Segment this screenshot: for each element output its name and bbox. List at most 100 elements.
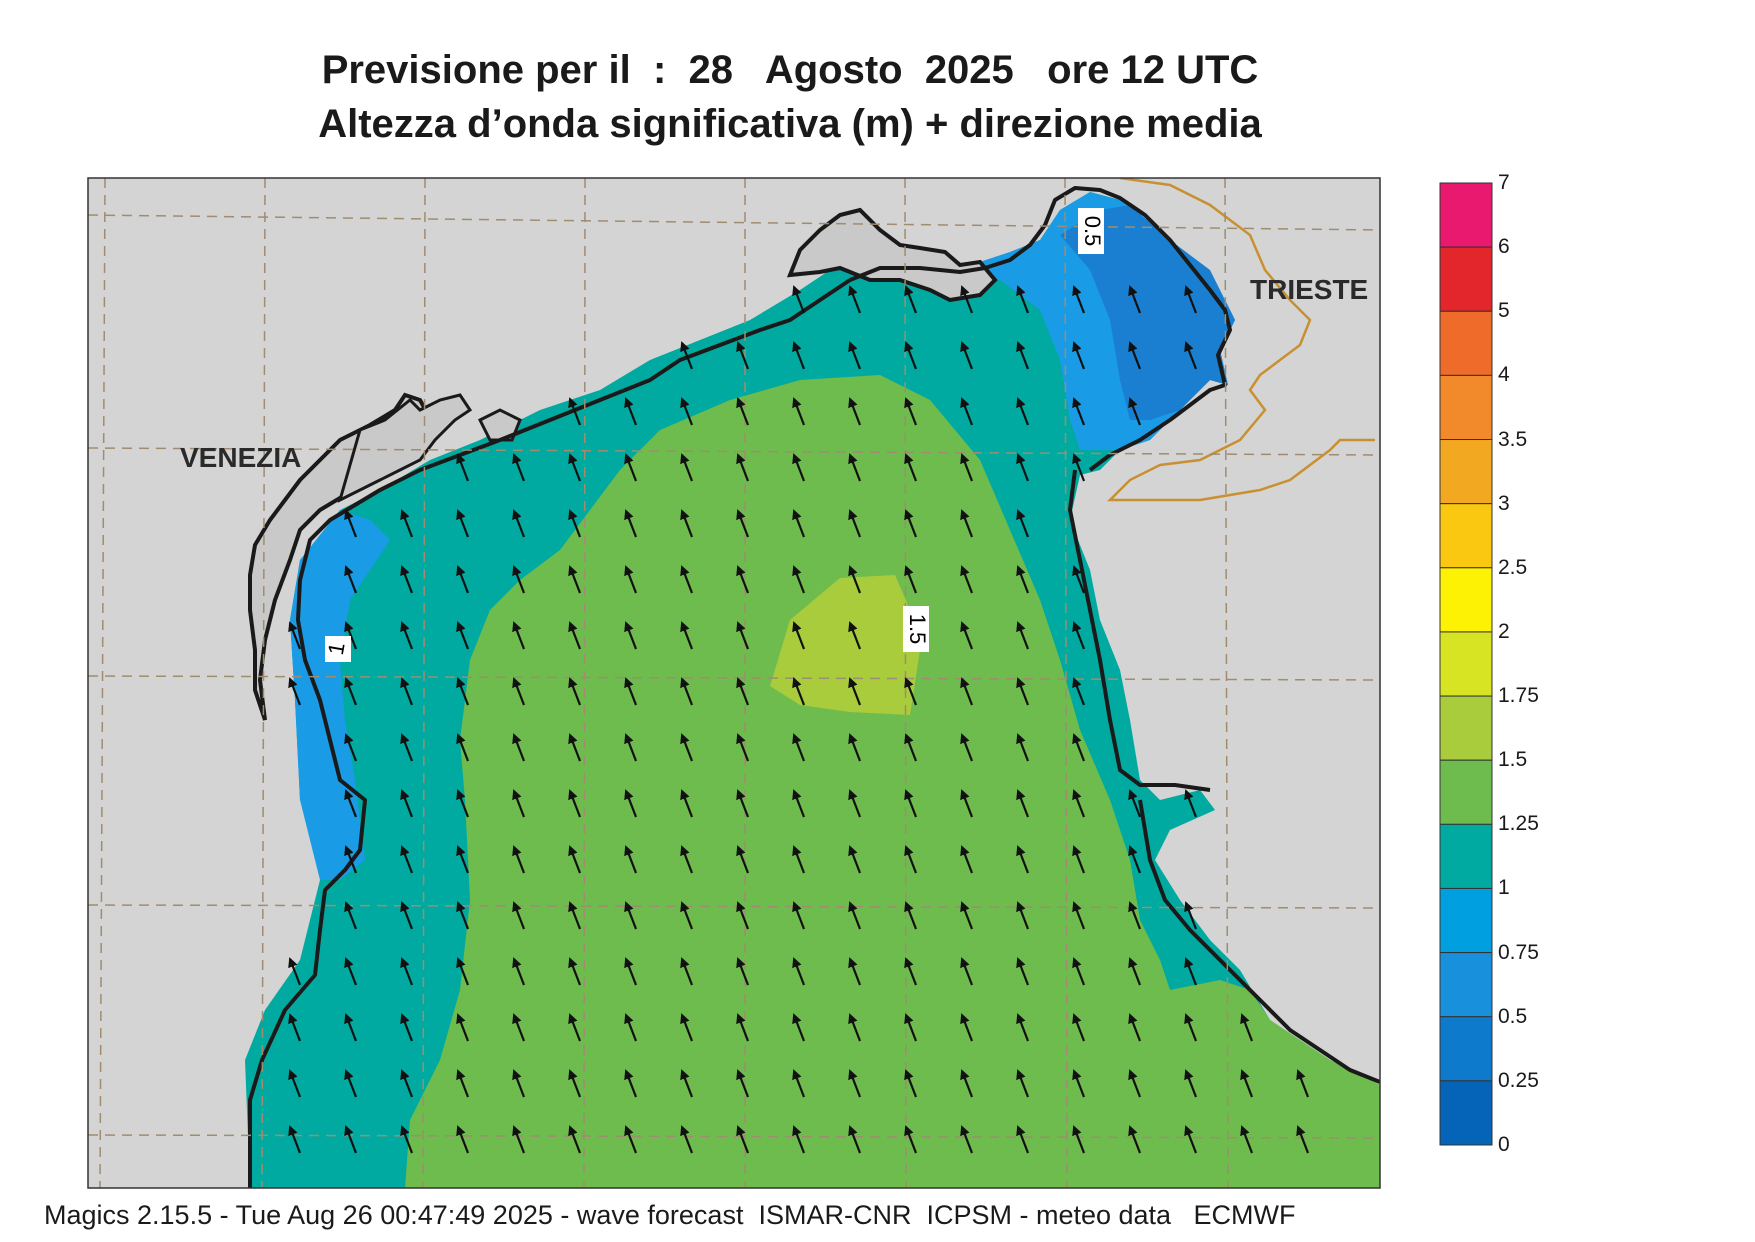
direction-arrow [344,1125,358,1154]
direction-arrow [568,1013,582,1042]
direction-arrow [512,789,526,818]
direction-arrow [624,1069,638,1098]
colorbar-swatch [1439,823,1493,889]
direction-arrow [400,1069,414,1098]
direction-arrow [848,901,862,930]
direction-arrow [1016,677,1030,706]
direction-arrow [1016,341,1030,370]
direction-arrow [848,677,862,706]
colorbar-swatch [1439,503,1493,569]
direction-arrow [1072,901,1086,930]
direction-arrow [1016,957,1030,986]
colorbar-swatch [1439,695,1493,761]
direction-arrow [400,845,414,874]
colorbar-label: 1.75 [1498,684,1539,708]
colorbar-swatch [1439,374,1493,441]
direction-arrow [960,677,974,706]
direction-arrow [1072,845,1086,874]
colorbar-label: 6 [1498,235,1510,259]
direction-arrow [456,509,470,538]
colorbar-swatch [1439,1016,1493,1082]
venice-islands [337,393,473,503]
direction-arrow [624,957,638,986]
direction-arrow [1184,341,1198,370]
direction-arrow [1128,845,1142,874]
direction-arrow [1128,341,1142,370]
direction-arrow [904,341,918,370]
direction-arrow [568,677,582,706]
contour-label-1.5: 1.5 [903,606,930,652]
direction-arrow [624,397,638,426]
direction-arrow [736,1069,750,1098]
contour-label-0.5: 0.5 [1078,208,1105,254]
colorbar-label: 2.5 [1498,555,1528,579]
direction-arrow [512,509,526,538]
colorbar-swatch [1439,439,1493,505]
direction-arrow [568,733,582,762]
colorbar-swatch [1439,310,1493,376]
colorbar-swatch [1439,567,1493,633]
direction-arrow [400,901,414,930]
direction-arrow [736,845,750,874]
direction-arrow [288,677,302,706]
sea-zone-1.5-1.75 [770,575,920,715]
direction-arrow [400,621,414,650]
direction-arrow [680,397,694,426]
colorbar-swatch [1439,887,1493,954]
direction-arrow [792,397,806,426]
direction-arrow [848,957,862,986]
direction-arrow [1128,957,1142,986]
direction-arrow [960,1069,974,1098]
direction-arrow [792,285,806,314]
sea-zone-0.75-1-west [290,510,390,880]
direction-arrow [848,621,862,650]
direction-arrow [1072,789,1086,818]
direction-arrow [1016,1125,1030,1154]
direction-arrow [792,677,806,706]
direction-arrow [904,509,918,538]
direction-arrow [344,1069,358,1098]
direction-arrow [344,733,358,762]
direction-arrow [568,565,582,594]
direction-arrow [400,1125,414,1154]
direction-arrow [904,1125,918,1154]
direction-arrow [848,397,862,426]
direction-arrow [1128,901,1142,930]
direction-arrow [1128,1125,1142,1154]
colorbar-label: 0.75 [1498,940,1539,964]
direction-arrow [456,1069,470,1098]
direction-arrow [288,957,302,986]
direction-arrow [1296,1069,1310,1098]
direction-arrow [456,845,470,874]
colorbar-swatch [1439,246,1493,312]
direction-arrow [456,1125,470,1154]
direction-arrow [792,1069,806,1098]
colorbar-swatch [1439,182,1493,248]
border-line [1106,178,1375,502]
sea-zone-1.25-1.5 [405,375,1380,1188]
direction-arrow [680,453,694,482]
direction-arrow [792,509,806,538]
direction-arrow [792,621,806,650]
direction-arrow [680,957,694,986]
direction-arrow [736,621,750,650]
direction-arrow [1072,565,1086,594]
colorbar-label: 5 [1498,299,1510,323]
direction-arrow [512,1125,526,1154]
colorbar-label: 0.25 [1498,1068,1539,1092]
direction-arrow [512,901,526,930]
direction-arrow [624,1125,638,1154]
direction-arrow [736,453,750,482]
northern-coast-land [786,207,998,303]
direction-arrow [568,453,582,482]
direction-arrow [960,341,974,370]
direction-arrow [848,1069,862,1098]
direction-arrow [344,789,358,818]
direction-arrow [736,789,750,818]
direction-arrow [456,677,470,706]
svg-text:1: 1 [323,641,350,657]
direction-arrow [512,733,526,762]
direction-arrow [288,1013,302,1042]
colorbar [1439,182,1493,1146]
direction-arrow [1296,1125,1310,1154]
